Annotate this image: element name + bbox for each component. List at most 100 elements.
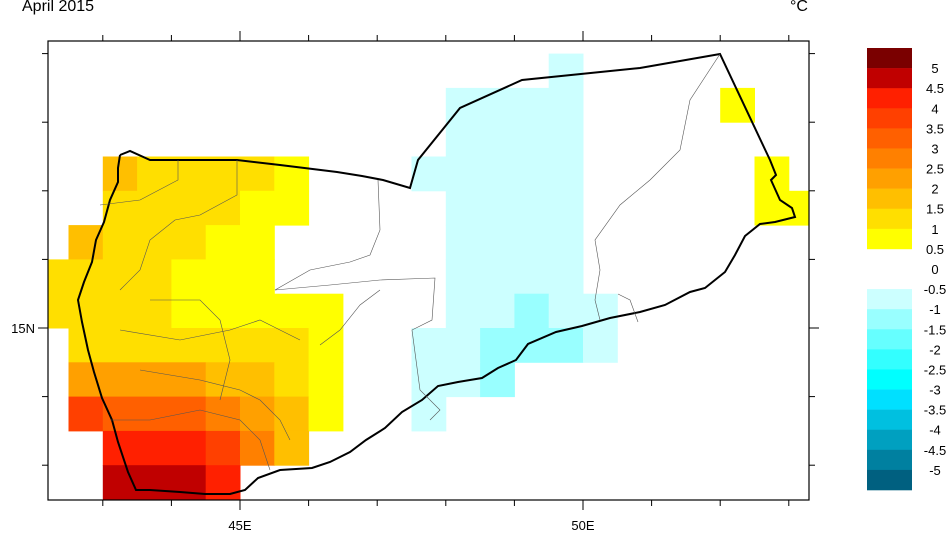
colorbar-swatch — [867, 449, 912, 471]
lat-label: 15N — [11, 321, 35, 336]
grid-cell — [274, 156, 310, 192]
grid-cell — [411, 328, 481, 363]
grid-cell — [205, 225, 275, 260]
grid-cell — [205, 396, 241, 432]
colorbar-swatch — [867, 349, 912, 370]
colorbar-label: 0.5 — [926, 242, 944, 257]
borders — [76, 52, 797, 495]
grid-cell — [445, 293, 515, 329]
province-border — [110, 409, 271, 471]
grid-cell — [171, 259, 275, 295]
grid-cell — [445, 87, 584, 123]
colorbar-swatch — [867, 409, 912, 431]
colorbar-swatch — [867, 329, 912, 350]
province-border — [119, 160, 238, 291]
grid-cell — [274, 430, 310, 466]
colorbar-label: 2 — [931, 182, 938, 197]
colorbar-label: 1 — [931, 222, 938, 237]
grid-cell — [68, 396, 104, 432]
colorbar-label: -1.5 — [924, 322, 946, 337]
grid-cell — [445, 259, 584, 295]
colorbar-label: 4 — [931, 101, 938, 116]
map-frame — [47, 40, 810, 501]
grid-cell — [445, 190, 584, 226]
colorbar-swatch — [867, 228, 912, 250]
colorbar-swatch — [867, 208, 912, 230]
colorbar-swatch — [867, 148, 912, 169]
colorbar-swatch — [867, 88, 912, 109]
colorbar: 5 4.5 4 3.5 3 2.5 2 1.5 1 0.5 0 -0.5 -1 -1.5 -2 -2.5 -3 -… — [867, 48, 946, 491]
grid-cell — [308, 328, 344, 363]
colorbar-label: -4.5 — [924, 443, 946, 458]
grid-cell — [68, 225, 104, 260]
grid-cell — [480, 328, 584, 363]
grid-cell — [308, 362, 344, 398]
grid-cell — [411, 156, 584, 192]
colorbar-label: -1 — [929, 302, 941, 317]
colorbar-label: 3 — [931, 141, 938, 156]
grid-cell — [171, 293, 344, 329]
grid-cell — [68, 362, 207, 398]
grid-cell — [102, 156, 138, 192]
province-border — [319, 289, 381, 346]
lon-label: 50E — [571, 518, 594, 533]
colorbar-swatch — [867, 389, 912, 410]
colorbar-label: 5 — [931, 61, 938, 76]
grid-cell — [411, 396, 447, 432]
colorbar-label: -3.5 — [924, 403, 946, 418]
map-axes: 45E 50E 15N — [11, 31, 819, 533]
grid-cell — [754, 190, 809, 226]
colorbar-swatch — [867, 289, 912, 310]
colorbar-label: 1.5 — [926, 202, 944, 217]
grid-cell — [548, 53, 584, 89]
province-border — [594, 53, 721, 321]
colorbar-label: -0.5 — [924, 282, 946, 297]
province-border — [617, 293, 639, 323]
grid-cell — [102, 190, 241, 226]
grid-cell — [754, 156, 790, 192]
grid-cell — [102, 465, 207, 500]
colorbar-label: -3 — [929, 383, 941, 398]
unit-label: °C — [790, 0, 808, 15]
colorbar-label: -4 — [929, 423, 941, 438]
grid-cells — [48, 53, 809, 500]
colorbar-swatch — [867, 469, 912, 491]
colorbar-label: 0 — [931, 262, 938, 277]
colorbar-label: -5 — [929, 463, 941, 478]
colorbar-label: 2.5 — [926, 162, 944, 177]
colorbar-swatch — [867, 309, 912, 330]
colorbar-label: -2 — [929, 342, 941, 357]
colorbar-swatch — [867, 48, 912, 69]
grid-cell — [445, 225, 584, 260]
province-border — [119, 319, 301, 341]
colorbar-label: -2.5 — [924, 362, 946, 377]
grid-cell — [68, 328, 310, 363]
colorbar-swatch — [867, 68, 912, 89]
grid-cell — [308, 396, 344, 432]
grid-cell — [102, 396, 207, 432]
colorbar-label: 3.5 — [926, 121, 944, 136]
lon-label: 45E — [228, 518, 251, 533]
grid-cell — [583, 328, 618, 363]
colorbar-swatch — [867, 369, 912, 390]
province-border — [274, 179, 381, 291]
province-border — [150, 299, 231, 401]
grid-cell — [48, 259, 172, 295]
province-border — [99, 160, 179, 206]
grid-cell — [514, 293, 550, 329]
colorbar-swatch — [867, 128, 912, 149]
colorbar-swatch — [867, 188, 912, 210]
grid-cell — [445, 122, 584, 157]
province-border — [139, 369, 291, 441]
grid-cell — [240, 190, 310, 226]
grid-cell — [102, 430, 207, 466]
grid-cell — [205, 430, 241, 466]
province-border — [274, 277, 441, 421]
grid-cell — [240, 396, 275, 432]
grid-cell — [548, 293, 618, 329]
colorbar-swatch — [867, 108, 912, 129]
map-title: April 2015 — [22, 0, 95, 15]
colorbar-label: 4.5 — [926, 81, 944, 96]
grid-cell — [205, 362, 275, 398]
